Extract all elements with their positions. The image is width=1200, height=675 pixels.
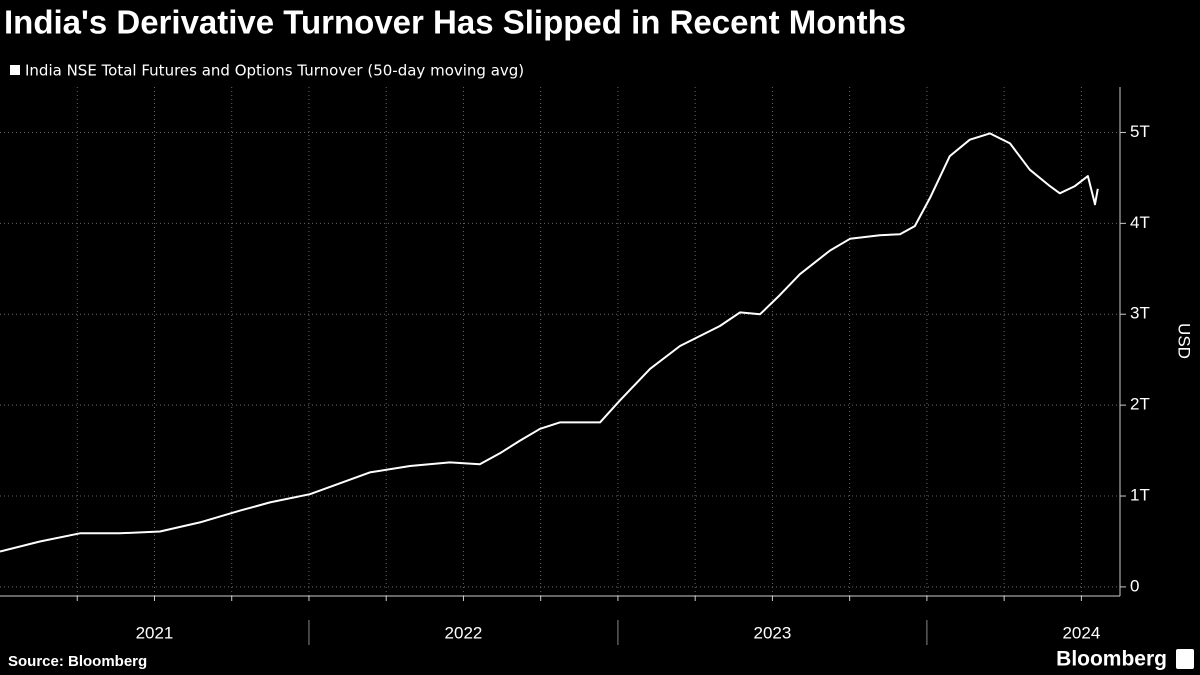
legend-label: India NSE Total Futures and Options Turn… [25,62,524,80]
brand: Bloomberg [1056,648,1167,671]
line-series [0,132,1099,553]
y-tick-label: 3T [1130,304,1150,323]
legend-swatch [10,65,20,75]
y-tick-label: 5T [1130,122,1150,141]
x-tick-label: 2021 [136,623,174,642]
y-tick-label: 2T [1130,395,1150,414]
y-tick-label: 4T [1130,213,1150,232]
chart-title: India's Derivative Turnover Has Slipped … [4,4,906,41]
y-tick-label: 0 [1130,576,1139,595]
brand-icon [1176,649,1194,669]
x-tick-label: 2022 [445,623,483,642]
y-axis-label: USD [1175,323,1194,359]
y-tick-label: 1T [1130,486,1150,505]
source: Source: Bloomberg [8,653,147,670]
x-tick-label: 2024 [1062,623,1100,642]
x-tick-label: 2023 [753,623,791,642]
